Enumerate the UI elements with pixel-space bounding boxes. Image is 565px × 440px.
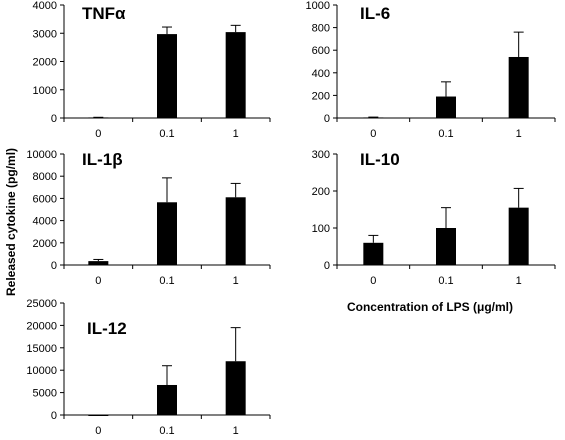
panel-5-y-tick-label: 25000	[26, 298, 57, 310]
panel-2-y-tick-label: 200	[312, 90, 330, 102]
panel-1-title: TNFα	[82, 4, 126, 23]
panel-5-title: IL-12	[87, 319, 127, 338]
panel-5-bar	[225, 361, 246, 415]
panel-5-bar	[157, 384, 177, 415]
panel-1-bar	[225, 32, 246, 119]
panel-2-bar	[363, 117, 384, 119]
panel-3-x-tick-label: 1	[233, 275, 239, 287]
panel-5-bar	[88, 415, 109, 416]
panel-4-x-tick-label: 1	[516, 275, 522, 287]
panel-1-y-tick-label: 0	[51, 113, 57, 125]
panel-5-y-tick-label: 0	[51, 410, 57, 422]
panel-5-y-tick-label: 15000	[26, 343, 57, 355]
figure-x-axis-title: Concentration of LPS (μg/ml)	[347, 300, 513, 314]
panel-2-bar	[436, 96, 456, 118]
panel-1-bar	[88, 117, 109, 119]
panel-1-x-tick-label: 0.1	[159, 128, 174, 140]
panel-5-x-tick-label: 0.1	[159, 425, 174, 437]
panel-5-y-tick-label: 20000	[26, 320, 57, 332]
panel-3-bar	[225, 197, 246, 265]
panel-2-title: IL-6	[360, 4, 390, 23]
panel-3-title: IL-1β	[82, 150, 123, 169]
figure-y-axis-title: Released cytokine (pg/ml)	[4, 148, 18, 296]
panel-2-x-tick-label: 0	[370, 128, 376, 140]
panel-3-x-tick-label: 0	[95, 275, 101, 287]
panel-2-y-tick-label: 0	[324, 113, 330, 125]
panel-2-y-tick-label: 400	[312, 68, 330, 80]
panel-4-y-tick-label: 0	[324, 260, 330, 272]
panel-2-y-tick-label: 800	[312, 23, 330, 35]
panel-3-y-tick-label: 8000	[33, 171, 57, 183]
panel-3-y-tick-label: 10000	[26, 149, 57, 161]
panel-3-y-tick-label: 0	[51, 260, 57, 272]
panel-4-bar	[508, 207, 529, 265]
panel-1-y-tick-label: 1000	[33, 85, 57, 97]
panel-2-y-tick-label: 1000	[306, 0, 330, 12]
panel-4-y-tick-label: 100	[312, 223, 330, 235]
panel-1-y-tick-label: 3000	[33, 28, 57, 40]
panel-4-x-tick-label: 0	[370, 275, 376, 287]
panel-2-x-tick-label: 0.1	[438, 128, 453, 140]
panel-2-bar	[508, 56, 529, 118]
panel-4-bar	[436, 228, 456, 265]
panel-5-y-tick-label: 5000	[33, 388, 57, 400]
panel-3-y-tick-label: 6000	[33, 193, 57, 205]
panel-5-x-tick-label: 0	[95, 425, 101, 437]
panel-3-bar	[157, 202, 177, 265]
panel-3-x-tick-label: 0.1	[159, 275, 174, 287]
panel-2-x-tick-label: 1	[516, 128, 522, 140]
panel-1-bar	[157, 34, 177, 118]
panel-4-x-tick-label: 0.1	[438, 275, 453, 287]
panel-4-title: IL-10	[360, 150, 400, 169]
panel-4-y-tick-label: 200	[312, 186, 330, 198]
panel-1-y-tick-label: 4000	[33, 0, 57, 12]
panel-3-bar	[88, 261, 109, 265]
panel-3-y-tick-label: 2000	[33, 238, 57, 250]
panel-5-x-tick-label: 1	[233, 425, 239, 437]
panel-1-x-tick-label: 0	[95, 128, 101, 140]
panel-4-y-tick-label: 300	[312, 149, 330, 161]
panel-3-y-tick-label: 4000	[33, 216, 57, 228]
panel-4-bar	[363, 242, 384, 265]
panel-2-y-tick-label: 600	[312, 45, 330, 57]
panel-5-y-tick-label: 10000	[26, 365, 57, 377]
panel-1-x-tick-label: 1	[233, 128, 239, 140]
panel-1-y-tick-label: 2000	[33, 57, 57, 69]
